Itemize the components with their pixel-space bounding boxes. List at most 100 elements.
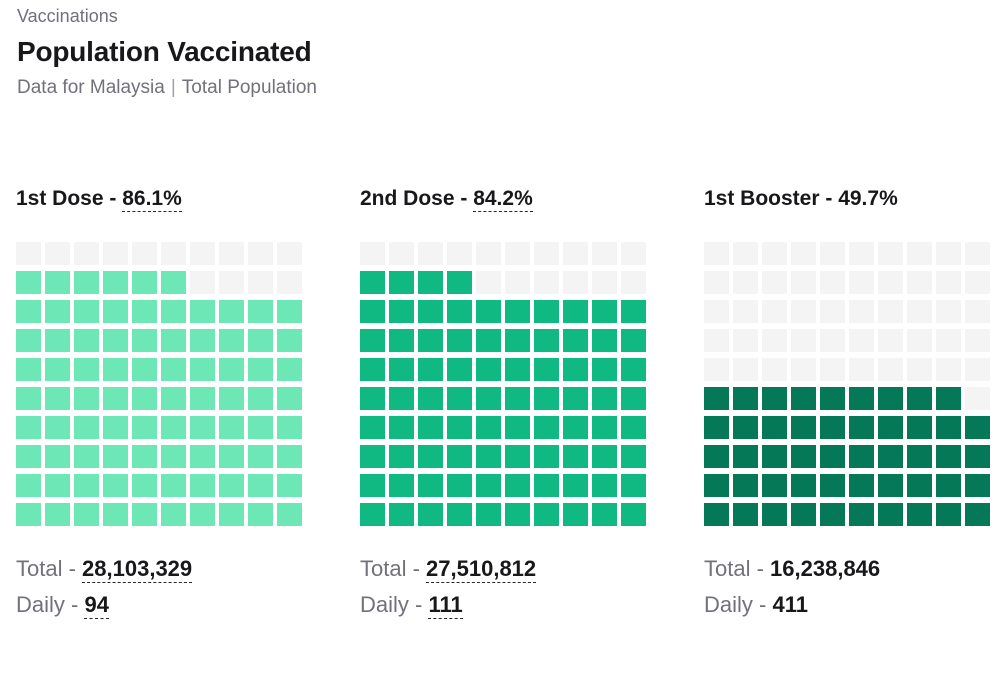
waffle-cell-empty <box>936 329 961 352</box>
waffle-cell-empty <box>878 271 903 294</box>
daily-value[interactable]: 94 <box>84 592 109 619</box>
waffle-cell-filled <box>563 503 588 526</box>
daily-stat: Daily - 111 <box>360 592 463 619</box>
waffle-cell-filled <box>791 387 816 410</box>
panel-heading: 2nd Dose - 84.2% <box>360 187 533 212</box>
waffle-cell-empty <box>849 358 874 381</box>
waffle-cell-filled <box>563 300 588 323</box>
waffle-cell-filled <box>74 416 99 439</box>
waffle-cell-filled <box>360 300 385 323</box>
waffle-cell-empty <box>103 242 128 265</box>
waffle-cell-filled <box>418 387 443 410</box>
waffle-cell-filled <box>389 358 414 381</box>
waffle-cell-filled <box>704 416 729 439</box>
waffle-cell-filled <box>447 387 472 410</box>
waffle-cell-empty <box>621 271 646 294</box>
waffle-cell-empty <box>762 358 787 381</box>
waffle-cell-filled <box>161 474 186 497</box>
waffle-cell-empty <box>360 242 385 265</box>
waffle-cell-empty <box>965 387 990 410</box>
waffle-cell-filled <box>103 387 128 410</box>
waffle-cell-filled <box>190 474 215 497</box>
waffle-cell-filled <box>936 445 961 468</box>
waffle-cell-filled <box>878 503 903 526</box>
panel-percent[interactable]: 84.2% <box>473 187 533 212</box>
daily-label: Daily <box>16 592 65 617</box>
waffle-cell-filled <box>103 300 128 323</box>
waffle-cell-empty <box>132 242 157 265</box>
waffle-cell-empty <box>592 271 617 294</box>
waffle-cell-filled <box>190 329 215 352</box>
waffle-cell-filled <box>563 387 588 410</box>
waffle-cell-filled <box>74 474 99 497</box>
total-value[interactable]: 28,103,329 <box>82 556 193 583</box>
waffle-cell-filled <box>733 416 758 439</box>
waffle-cell-empty <box>791 271 816 294</box>
waffle-cell-filled <box>563 416 588 439</box>
waffle-cell-filled <box>219 474 244 497</box>
panel-percent[interactable]: 86.1% <box>122 187 182 212</box>
daily-value[interactable]: 111 <box>428 592 463 619</box>
waffle-cell-empty <box>219 242 244 265</box>
waffle-cell-empty <box>16 242 41 265</box>
waffle-cell-filled <box>360 416 385 439</box>
waffle-cell-filled <box>704 387 729 410</box>
waffle-cell-empty <box>45 242 70 265</box>
waffle-cell-empty <box>965 271 990 294</box>
waffle-cell-filled <box>360 271 385 294</box>
waffle-cell-filled <box>389 329 414 352</box>
waffle-cell-filled <box>733 474 758 497</box>
waffle-cell-filled <box>74 358 99 381</box>
waffle-cell-filled <box>418 300 443 323</box>
waffle-cell-filled <box>505 416 530 439</box>
waffle-cell-empty <box>534 242 559 265</box>
waffle-panel-1st-dose: 1st Dose - 86.1% Total - 28,103,329 Dail… <box>16 184 316 619</box>
waffle-grid <box>360 242 660 542</box>
waffle-panel-1st-booster: 1st Booster - 49.7% Total - 16,238,846 D… <box>704 184 1004 617</box>
waffle-cell-filled <box>592 387 617 410</box>
waffle-cell-filled <box>849 387 874 410</box>
subtitle-region: Data for Malaysia <box>17 77 165 98</box>
waffle-cell-filled <box>820 445 845 468</box>
waffle-cell-filled <box>277 358 302 381</box>
waffle-cell-empty <box>791 358 816 381</box>
waffle-cell-empty <box>248 242 273 265</box>
waffle-cell-empty <box>248 271 273 294</box>
waffle-cell-filled <box>16 503 41 526</box>
waffle-cell-empty <box>907 329 932 352</box>
waffle-cell-filled <box>248 503 273 526</box>
waffle-cell-filled <box>248 416 273 439</box>
waffle-cell-filled <box>907 445 932 468</box>
waffle-cell-empty <box>849 329 874 352</box>
waffle-cell-empty <box>190 271 215 294</box>
waffle-cell-empty <box>936 242 961 265</box>
waffle-cell-filled <box>45 416 70 439</box>
waffle-cell-filled <box>534 503 559 526</box>
waffle-cell-filled <box>277 445 302 468</box>
waffle-cell-empty <box>161 242 186 265</box>
waffle-cell-empty <box>936 300 961 323</box>
waffle-cell-filled <box>762 474 787 497</box>
waffle-cell-filled <box>248 474 273 497</box>
waffle-cell-empty <box>74 242 99 265</box>
waffle-cell-filled <box>132 300 157 323</box>
waffle-cell-empty <box>389 242 414 265</box>
waffle-cell-filled <box>103 329 128 352</box>
waffle-cell-filled <box>277 474 302 497</box>
waffle-cell-filled <box>936 387 961 410</box>
panel-label: 2nd Dose <box>360 187 455 210</box>
waffle-cell-empty <box>621 242 646 265</box>
waffle-cell-filled <box>132 271 157 294</box>
waffle-cell-filled <box>820 416 845 439</box>
waffle-cell-filled <box>277 300 302 323</box>
waffle-cell-empty <box>936 271 961 294</box>
waffle-cell-filled <box>103 271 128 294</box>
waffle-cell-filled <box>418 503 443 526</box>
waffle-cell-filled <box>74 387 99 410</box>
total-value[interactable]: 27,510,812 <box>426 556 537 583</box>
total-label: Total <box>704 556 751 581</box>
waffle-cell-filled <box>190 503 215 526</box>
waffle-cell-filled <box>733 387 758 410</box>
waffle-cell-filled <box>16 474 41 497</box>
waffle-cell-empty <box>277 242 302 265</box>
